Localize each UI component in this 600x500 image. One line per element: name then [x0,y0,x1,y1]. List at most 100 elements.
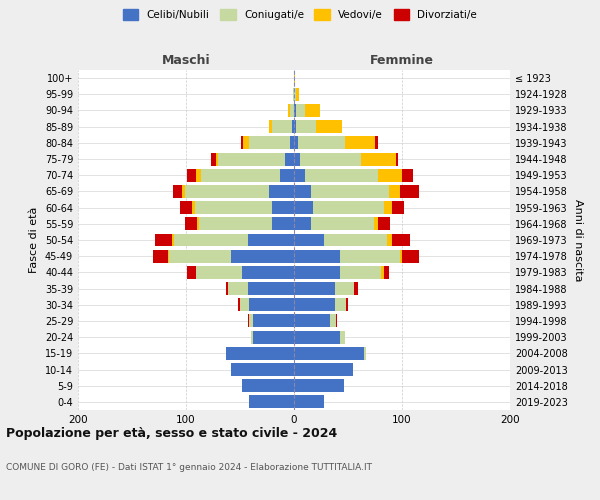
Bar [196,266,242,279]
Bar [232,363,294,376]
Bar [251,330,253,344]
Text: COMUNE DI GORO (FE) - Dati ISTAT 1° gennaio 2024 - Elaborazione TUTTITALIA.IT: COMUNE DI GORO (FE) - Dati ISTAT 1° genn… [6,462,372,471]
Bar [400,250,402,262]
Bar [272,120,292,133]
Bar [305,104,320,117]
Bar [269,120,272,133]
Text: Popolazione per età, sesso e stato civile - 2024: Popolazione per età, sesso e stato civil… [6,428,337,440]
Bar [286,152,294,166]
Bar [389,185,400,198]
Text: Maschi: Maschi [161,54,211,67]
Bar [355,282,358,295]
Bar [201,169,280,181]
Bar [294,152,301,166]
Bar [294,330,340,344]
Bar [294,250,340,262]
Bar [313,201,383,214]
Bar [294,282,335,295]
Bar [185,218,197,230]
Bar [294,104,296,117]
Bar [290,136,294,149]
Bar [196,169,201,181]
Bar [383,201,392,214]
Bar [167,250,169,262]
Bar [301,152,361,166]
Bar [182,185,185,198]
Bar [305,169,378,181]
Bar [329,314,336,328]
Bar [253,314,294,328]
Bar [187,169,196,181]
Bar [294,201,313,214]
Bar [400,185,419,198]
Bar [287,104,290,117]
Bar [253,330,294,344]
Bar [387,234,392,246]
Bar [382,266,383,279]
Bar [152,250,167,262]
Bar [395,152,398,166]
Bar [294,218,311,230]
Bar [345,136,375,149]
Bar [248,314,253,328]
Bar [294,88,296,101]
Bar [335,282,355,295]
Bar [340,330,345,344]
Y-axis label: Anni di nascita: Anni di nascita [573,198,583,281]
Bar [169,250,232,262]
Bar [172,234,174,246]
Bar [269,185,294,198]
Bar [296,104,305,117]
Bar [248,234,294,246]
Bar [335,298,346,311]
Bar [211,152,216,166]
Bar [187,266,196,279]
Bar [155,234,172,246]
Bar [272,201,294,214]
Bar [272,218,294,230]
Bar [193,201,194,214]
Bar [374,218,378,230]
Bar [324,234,387,246]
Bar [248,396,294,408]
Bar [226,282,228,295]
Bar [194,201,272,214]
Bar [242,379,294,392]
Bar [173,185,182,198]
Bar [361,152,395,166]
Bar [228,282,248,295]
Bar [402,250,419,262]
Bar [294,347,364,360]
Bar [340,266,382,279]
Legend: Celibi/Nubili, Coniugati/e, Vedovi/e, Divorziati/e: Celibi/Nubili, Coniugati/e, Vedovi/e, Di… [119,5,481,24]
Bar [294,120,296,133]
Bar [383,266,389,279]
Bar [294,379,344,392]
Bar [226,347,294,360]
Bar [375,136,378,149]
Bar [241,136,243,149]
Bar [311,185,389,198]
Bar [199,218,272,230]
Bar [296,120,316,133]
Bar [378,218,390,230]
Bar [294,185,311,198]
Bar [248,136,290,149]
Bar [294,298,335,311]
Bar [294,169,305,181]
Bar [296,88,299,101]
Bar [294,266,340,279]
Bar [290,104,294,117]
Bar [294,363,353,376]
Bar [294,72,295,85]
Bar [185,185,269,198]
Bar [280,169,294,181]
Bar [378,169,402,181]
Bar [248,282,294,295]
Bar [298,136,345,149]
Bar [179,201,193,214]
Bar [294,396,324,408]
Bar [402,169,413,181]
Bar [242,266,294,279]
Bar [174,234,248,246]
